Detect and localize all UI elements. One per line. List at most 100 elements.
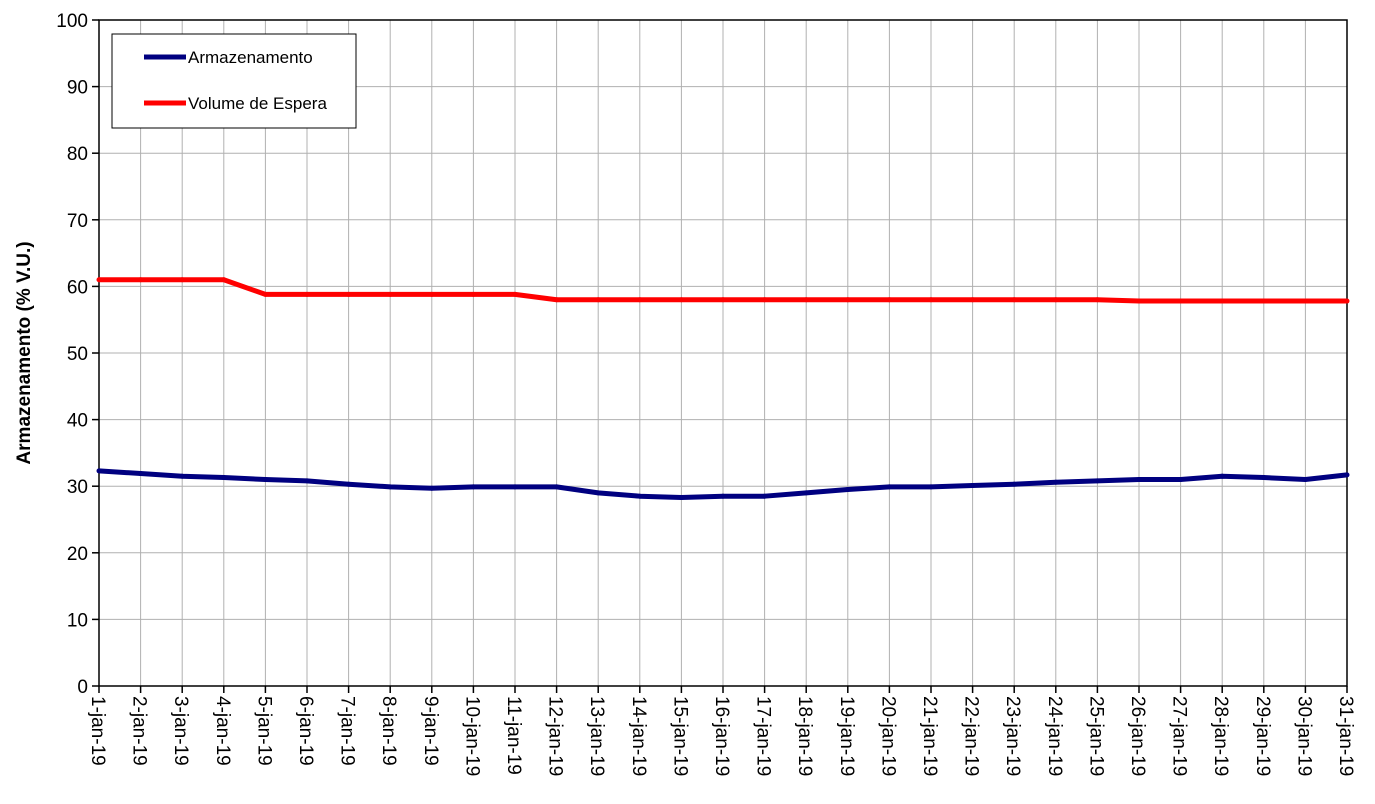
x-tick-label: 26-jan-19	[1127, 696, 1148, 776]
data-point	[262, 477, 268, 483]
data-point	[678, 495, 684, 501]
data-point	[470, 484, 476, 490]
y-tick-label: 100	[56, 11, 88, 32]
x-tick-label: 10-jan-19	[461, 696, 482, 776]
data-point	[1344, 298, 1350, 304]
data-point	[304, 478, 310, 484]
data-point	[221, 277, 227, 283]
data-point	[96, 277, 102, 283]
x-tick-label: 22-jan-19	[961, 696, 982, 776]
data-point	[595, 297, 601, 303]
y-tick-label: 60	[67, 277, 88, 298]
data-point	[762, 297, 768, 303]
y-tick-label: 0	[77, 677, 88, 698]
data-point	[886, 297, 892, 303]
data-point	[1302, 477, 1308, 483]
data-point	[720, 493, 726, 499]
x-tick-label: 7-jan-19	[337, 696, 358, 766]
x-tick-label: 29-jan-19	[1252, 696, 1273, 776]
data-point	[845, 297, 851, 303]
data-point	[803, 297, 809, 303]
data-point	[221, 475, 227, 481]
x-tick-label: 23-jan-19	[1002, 696, 1023, 776]
legend: Armazenamento Volume de Espera	[111, 33, 357, 129]
data-point	[512, 291, 518, 297]
data-point	[138, 471, 144, 477]
x-tick-label: 13-jan-19	[586, 696, 607, 776]
x-tick-label: 8-jan-19	[378, 696, 399, 766]
y-tick-label: 90	[67, 78, 88, 99]
x-tick-label: 5-jan-19	[253, 696, 274, 766]
y-tick-label: 70	[67, 211, 88, 232]
x-tick-label: 25-jan-19	[1085, 696, 1106, 776]
x-tick-label: 18-jan-19	[794, 696, 815, 776]
data-point	[179, 277, 185, 283]
data-point	[1011, 297, 1017, 303]
data-point	[470, 291, 476, 297]
data-point	[1053, 479, 1059, 485]
data-point	[512, 484, 518, 490]
data-point	[637, 493, 643, 499]
x-tick-label: 30-jan-19	[1293, 696, 1314, 776]
y-tick-label: 30	[67, 477, 88, 498]
data-point	[886, 484, 892, 490]
x-tick-label: 21-jan-19	[919, 696, 940, 776]
x-tick-label: 15-jan-19	[669, 696, 690, 776]
x-tick-label: 11-jan-19	[503, 696, 524, 775]
data-point	[96, 468, 102, 474]
legend-box	[111, 33, 357, 129]
legend-label: Armazenamento	[188, 48, 313, 67]
data-point	[554, 484, 560, 490]
data-point	[262, 291, 268, 297]
data-point	[928, 297, 934, 303]
data-point	[970, 297, 976, 303]
x-tick-label: 20-jan-19	[877, 696, 898, 776]
data-point	[678, 297, 684, 303]
data-point	[346, 291, 352, 297]
data-point	[1094, 478, 1100, 484]
data-point	[595, 490, 601, 496]
x-tick-label: 6-jan-19	[295, 696, 316, 766]
data-point	[554, 297, 560, 303]
data-point	[1053, 297, 1059, 303]
data-point	[1261, 298, 1267, 304]
data-point	[346, 481, 352, 487]
data-point	[304, 291, 310, 297]
data-point	[970, 483, 976, 489]
data-point	[1261, 475, 1267, 481]
data-point	[1136, 298, 1142, 304]
data-point	[387, 291, 393, 297]
data-point	[803, 490, 809, 496]
data-point	[1178, 477, 1184, 483]
x-tick-label: 17-jan-19	[753, 696, 774, 776]
x-tick-label: 2-jan-19	[129, 696, 150, 766]
data-point	[1136, 477, 1142, 483]
x-tick-label: 3-jan-19	[170, 696, 191, 766]
x-tick-label: 31-jan-19	[1335, 696, 1356, 776]
x-tick-label: 9-jan-19	[420, 696, 441, 766]
y-tick-label: 20	[67, 544, 88, 565]
x-axis: 1-jan-19 2-jan-19 3-jan-19 4-jan-19 5-jan-19…	[87, 686, 1356, 776]
x-tick-label: 28-jan-19	[1210, 696, 1231, 776]
y-axis-title: Armazenamento (% V.U.)	[14, 241, 35, 464]
data-point	[1344, 472, 1350, 478]
data-point	[928, 484, 934, 490]
data-point	[1302, 298, 1308, 304]
data-point	[429, 485, 435, 491]
data-point	[1011, 481, 1017, 487]
data-point	[845, 487, 851, 493]
x-tick-label: 12-jan-19	[545, 696, 566, 776]
legend-label: Volume de Espera	[188, 94, 327, 113]
y-tick-label: 80	[67, 144, 88, 165]
x-tick-label: 24-jan-19	[1044, 696, 1065, 776]
data-point	[762, 493, 768, 499]
x-tick-label: 4-jan-19	[212, 696, 233, 766]
y-axis: 0 10 20 30 40 50 60 70 80 90 100	[56, 11, 99, 698]
data-point	[138, 277, 144, 283]
data-point	[720, 297, 726, 303]
data-point	[429, 291, 435, 297]
data-point	[1219, 298, 1225, 304]
data-point	[637, 297, 643, 303]
x-tick-label: 19-jan-19	[836, 696, 857, 776]
